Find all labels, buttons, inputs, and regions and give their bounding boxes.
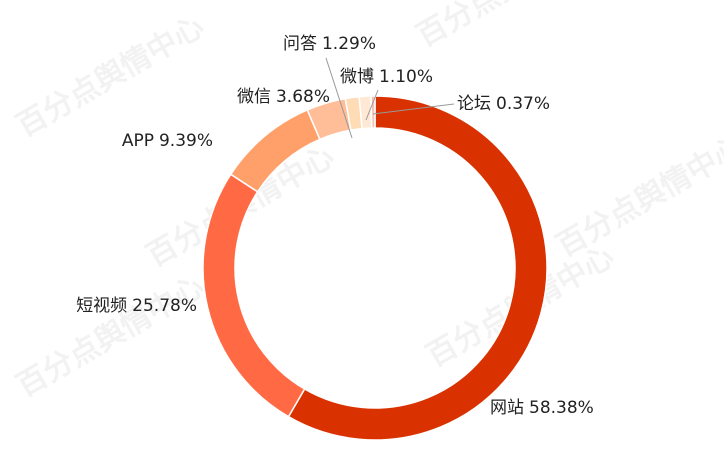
watermark: 百分点舆情中心 (11, 9, 210, 144)
value-label: 0.37% (496, 94, 550, 114)
category-label: 微信 (237, 87, 271, 107)
category-label: 问答 (283, 34, 317, 54)
donut-slice (370, 95, 376, 129)
category-label: APP (122, 131, 154, 151)
slice-label: 短视频 25.78% (76, 296, 197, 316)
slice-label: APP 9.39% (122, 131, 213, 151)
leader-line (325, 57, 353, 139)
value-label: 25.78% (132, 296, 197, 316)
leader-line (372, 103, 455, 115)
value-label: 1.10% (379, 67, 433, 87)
slice-label: 问答 1.29% (283, 34, 376, 54)
slice-label: 论坛 0.37% (457, 94, 550, 114)
category-label: 论坛 (457, 94, 491, 114)
value-label: 1.29% (322, 34, 376, 54)
donut-slice (358, 95, 373, 130)
value-label: 3.68% (276, 87, 330, 107)
category-label: 短视频 (76, 296, 127, 316)
category-label: 网站 (490, 398, 524, 418)
category-label: 微博 (340, 67, 374, 87)
slice-label: 微博 1.10% (340, 67, 433, 87)
slice-label: 微信 3.68% (237, 87, 330, 107)
watermark: 百分点舆情中心 (551, 129, 724, 264)
watermark: 百分点舆情中心 (11, 269, 210, 404)
leader-line (365, 89, 379, 121)
watermark: 百分点舆情中心 (411, 0, 610, 54)
slice-label: 网站 58.38% (490, 398, 594, 418)
value-label: 58.38% (529, 398, 594, 418)
value-label: 9.39% (159, 131, 213, 151)
donut-slice (287, 95, 548, 441)
